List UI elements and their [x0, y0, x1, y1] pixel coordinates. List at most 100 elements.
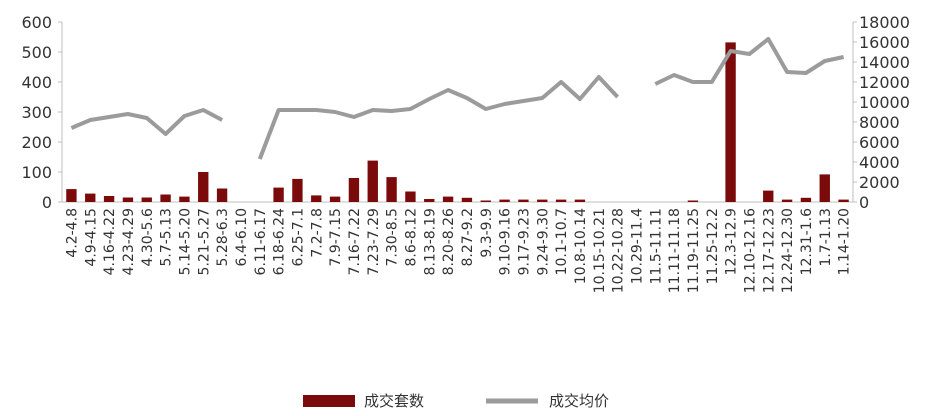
- bars-layer: [66, 42, 849, 203]
- bar: [179, 196, 190, 202]
- bar: [85, 193, 96, 202]
- x-tick-label: 8.27-9.2: [460, 208, 476, 267]
- x-tick-label: 7.9-7.15: [328, 208, 344, 267]
- x-tick-label: 4.23-4.29: [121, 208, 137, 275]
- bar: [367, 160, 378, 202]
- line-series-segment: [70, 108, 224, 136]
- y-left-tick-label: 300: [21, 103, 52, 122]
- y-right-tick-label: 6000: [859, 133, 900, 152]
- bar: [687, 200, 699, 202]
- x-tick-label: 9.17-9.23: [516, 208, 532, 275]
- bar: [518, 199, 529, 202]
- y-right-tick-label: 2000: [859, 173, 900, 192]
- x-tick-label: 12.24-12.30: [780, 208, 796, 293]
- x-tick-label: 9.10-9.16: [498, 208, 514, 275]
- x-tick-label: 4.30-5.6: [140, 208, 156, 267]
- y-left-tick-label: 200: [21, 133, 52, 152]
- bar: [273, 187, 284, 202]
- x-tick-label: 5.7-5.13: [159, 208, 175, 266]
- x-tick-label: 10.22-10.28: [611, 208, 627, 293]
- bar: [424, 199, 435, 202]
- bar: [141, 197, 152, 202]
- bar: [103, 196, 115, 202]
- x-tick-label: 5.21-5.27: [196, 208, 212, 275]
- bar: [405, 191, 416, 202]
- y-left-tick-label: 400: [21, 73, 52, 92]
- x-tick-label: 6.4-6.10: [234, 208, 250, 267]
- x-tick-label: 1.14-1.20: [837, 208, 853, 275]
- x-tick-label: 10.15-10.21: [592, 208, 608, 293]
- bar: [480, 200, 491, 202]
- bar: [329, 196, 341, 202]
- x-tick-label: 10.8-10.14: [573, 208, 589, 284]
- x-tick-label: 4.16-4.22: [102, 208, 118, 275]
- bar: [160, 194, 171, 202]
- bar: [386, 177, 397, 202]
- bar: [725, 42, 736, 203]
- bar: [555, 199, 567, 202]
- y-right-tick-label: 10000: [859, 93, 910, 112]
- legend-label-line: 成交均价: [549, 392, 609, 410]
- x-tick-label: 4.9-4.15: [83, 208, 99, 266]
- bar: [292, 178, 303, 202]
- line-series-segment: [257, 75, 620, 160]
- y-right-tick-label: 8000: [859, 113, 900, 132]
- x-tick-label: 8.13-8.19: [422, 208, 438, 275]
- x-tick-label: 11.5-11.11: [648, 208, 664, 284]
- x-tick-label: 6.25-7.1: [290, 208, 306, 267]
- y-right-tick-label: 14000: [859, 53, 910, 72]
- bar: [819, 174, 830, 202]
- bar: [838, 199, 849, 202]
- y-right-tick-label: 4000: [859, 153, 900, 172]
- bar: [216, 188, 228, 202]
- y-left-tick-label: 500: [21, 43, 52, 62]
- x-tick-label: 8.20-8.26: [441, 208, 457, 275]
- line-layer: [70, 37, 845, 160]
- x-tick-label: 7.23-7.29: [366, 208, 382, 275]
- y-right-tick-label: 0: [859, 193, 869, 212]
- x-tick-label: 9.24-9.30: [535, 208, 551, 275]
- line-series-segment: [654, 37, 845, 86]
- x-tick-label: 12.3-12.9: [724, 208, 740, 275]
- bar: [763, 190, 774, 202]
- x-tick-label: 5.14-5.20: [177, 208, 193, 275]
- x-tick-labels-layer: 4.2-4.8 4.9-4.15 4.16-4.22 4.23-4.29 4.30-5.…: [64, 208, 852, 293]
- x-tick-label: 5.28-6.3: [215, 208, 231, 267]
- x-tick-label: 4.2-4.8: [64, 208, 80, 258]
- x-tick-label: 11.11-11.18: [667, 208, 683, 293]
- x-tick-label: 12.10-12.16: [742, 208, 758, 293]
- legend-swatch-bar: [303, 395, 355, 407]
- x-tick-label: 7.30-8.5: [385, 208, 401, 267]
- bar: [574, 199, 586, 202]
- axes-layer: 0100200300400500600020004000600080001000…: [21, 13, 909, 212]
- x-tick-label: 9.3-9.9: [479, 208, 495, 258]
- bar: [537, 199, 548, 202]
- bar: [461, 197, 473, 202]
- x-tick-label: 11.25-12.2: [705, 208, 721, 284]
- x-tick-label: 11.19-11.25: [686, 208, 702, 293]
- bar: [348, 178, 360, 202]
- bar: [499, 199, 510, 202]
- x-tick-label: 12.31-1.6: [799, 208, 815, 275]
- legend: 成交套数 成交均价: [303, 392, 609, 410]
- legend-label-bar: 成交套数: [364, 392, 424, 410]
- bar: [122, 197, 134, 202]
- y-left-tick-label: 100: [21, 163, 52, 182]
- y-right-tick-label: 16000: [859, 33, 910, 52]
- x-tick-label: 1.7-1.13: [818, 208, 834, 267]
- y-left-tick-label: 0: [42, 193, 52, 212]
- y-right-tick-label: 18000: [859, 13, 910, 32]
- y-right-tick-label: 12000: [859, 73, 910, 92]
- bar: [800, 197, 812, 202]
- x-tick-label: 10.29-11.4: [629, 208, 645, 284]
- x-tick-label: 7.16-7.22: [347, 208, 363, 275]
- y-left-tick-label: 600: [21, 13, 52, 32]
- x-tick-label: 6.11-6.17: [253, 208, 269, 275]
- bar: [781, 199, 793, 202]
- x-tick-label: 8.6-8.12: [403, 208, 419, 267]
- x-tick-label: 10.1-10.7: [554, 208, 570, 275]
- x-tick-label: 7.2-7.8: [309, 208, 325, 258]
- bar: [311, 195, 322, 202]
